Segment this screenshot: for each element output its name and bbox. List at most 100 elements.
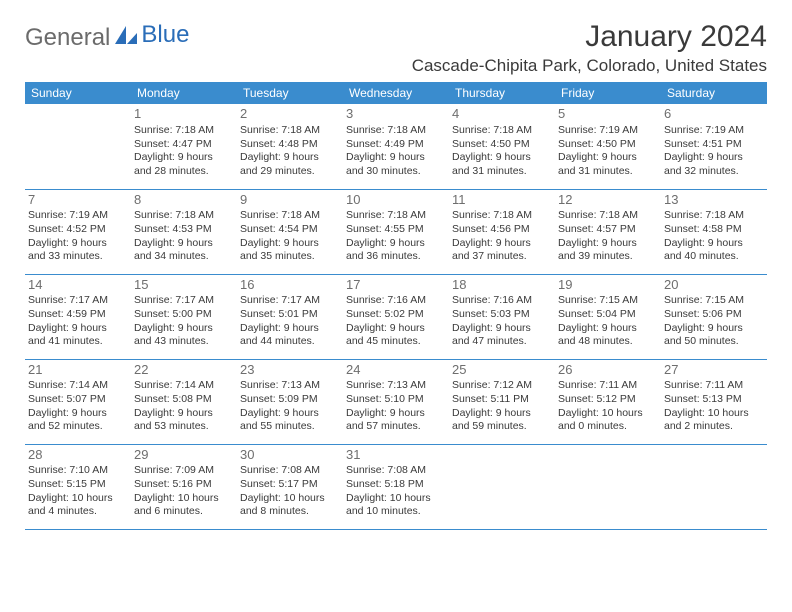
weekday-header: Sunday <box>25 82 131 104</box>
cell-text: Daylight: 9 hours <box>346 322 446 336</box>
calendar-cell: 24Sunrise: 7:13 AMSunset: 5:10 PMDayligh… <box>343 359 449 444</box>
calendar-cell: 19Sunrise: 7:15 AMSunset: 5:04 PMDayligh… <box>555 274 661 359</box>
day-number: 27 <box>664 362 764 379</box>
cell-text: and 10 minutes. <box>346 505 446 519</box>
day-number: 13 <box>664 192 764 209</box>
logo-sail-icon <box>115 25 137 53</box>
day-number: 21 <box>28 362 128 379</box>
cell-text: and 28 minutes. <box>134 165 234 179</box>
cell-text: Sunrise: 7:18 AM <box>346 124 446 138</box>
calendar-cell: 16Sunrise: 7:17 AMSunset: 5:01 PMDayligh… <box>237 274 343 359</box>
calendar-cell: 21Sunrise: 7:14 AMSunset: 5:07 PMDayligh… <box>25 359 131 444</box>
cell-text: and 2 minutes. <box>664 420 764 434</box>
cell-text: Sunrise: 7:16 AM <box>346 294 446 308</box>
day-number: 28 <box>28 447 128 464</box>
cell-text: Sunrise: 7:19 AM <box>28 209 128 223</box>
calendar-cell: 27Sunrise: 7:11 AMSunset: 5:13 PMDayligh… <box>661 359 767 444</box>
cell-text: Sunset: 4:53 PM <box>134 223 234 237</box>
cell-text: Sunrise: 7:14 AM <box>134 379 234 393</box>
calendar-head: SundayMondayTuesdayWednesdayThursdayFrid… <box>25 82 767 104</box>
cell-text: Daylight: 10 hours <box>134 492 234 506</box>
calendar-cell: 6Sunrise: 7:19 AMSunset: 4:51 PMDaylight… <box>661 104 767 189</box>
calendar-cell: 28Sunrise: 7:10 AMSunset: 5:15 PMDayligh… <box>25 444 131 529</box>
cell-text: and 8 minutes. <box>240 505 340 519</box>
cell-text: Sunrise: 7:13 AM <box>346 379 446 393</box>
cell-text: Daylight: 9 hours <box>452 237 552 251</box>
cell-text: Sunrise: 7:08 AM <box>346 464 446 478</box>
day-number: 4 <box>452 106 552 123</box>
cell-text: and 31 minutes. <box>558 165 658 179</box>
calendar-cell: 12Sunrise: 7:18 AMSunset: 4:57 PMDayligh… <box>555 189 661 274</box>
weekday-header: Saturday <box>661 82 767 104</box>
day-number: 18 <box>452 277 552 294</box>
cell-text: Sunset: 5:00 PM <box>134 308 234 322</box>
calendar-row: 28Sunrise: 7:10 AMSunset: 5:15 PMDayligh… <box>25 444 767 529</box>
cell-text: Sunrise: 7:18 AM <box>134 209 234 223</box>
weekday-header: Tuesday <box>237 82 343 104</box>
cell-text: Daylight: 9 hours <box>240 151 340 165</box>
cell-text: Sunset: 4:51 PM <box>664 138 764 152</box>
cell-text: Daylight: 9 hours <box>346 237 446 251</box>
calendar-cell: 31Sunrise: 7:08 AMSunset: 5:18 PMDayligh… <box>343 444 449 529</box>
day-number: 2 <box>240 106 340 123</box>
logo: General Blue <box>25 20 189 52</box>
day-number: 9 <box>240 192 340 209</box>
cell-text: and 53 minutes. <box>134 420 234 434</box>
cell-text: and 52 minutes. <box>28 420 128 434</box>
cell-text: Sunrise: 7:18 AM <box>134 124 234 138</box>
cell-text: and 29 minutes. <box>240 165 340 179</box>
calendar-body: 1Sunrise: 7:18 AMSunset: 4:47 PMDaylight… <box>25 104 767 529</box>
location: Cascade-Chipita Park, Colorado, United S… <box>412 56 767 76</box>
calendar-cell: 9Sunrise: 7:18 AMSunset: 4:54 PMDaylight… <box>237 189 343 274</box>
cell-text: Sunrise: 7:19 AM <box>664 124 764 138</box>
cell-text: Daylight: 9 hours <box>452 151 552 165</box>
cell-text: Sunset: 5:17 PM <box>240 478 340 492</box>
cell-text: Sunrise: 7:09 AM <box>134 464 234 478</box>
cell-text: Daylight: 9 hours <box>240 407 340 421</box>
cell-text: Sunset: 5:04 PM <box>558 308 658 322</box>
cell-text: Sunrise: 7:17 AM <box>240 294 340 308</box>
weekday-header: Thursday <box>449 82 555 104</box>
cell-text: Sunrise: 7:18 AM <box>452 124 552 138</box>
cell-text: and 33 minutes. <box>28 250 128 264</box>
cell-text: Daylight: 9 hours <box>240 237 340 251</box>
cell-text: Sunrise: 7:18 AM <box>240 124 340 138</box>
cell-text: Daylight: 9 hours <box>240 322 340 336</box>
logo-text-gray: General <box>25 24 110 52</box>
calendar-cell: 13Sunrise: 7:18 AMSunset: 4:58 PMDayligh… <box>661 189 767 274</box>
page: General Blue January 2024 Cascade-Chipit… <box>0 0 792 540</box>
calendar-cell <box>25 104 131 189</box>
cell-text: Daylight: 9 hours <box>134 237 234 251</box>
cell-text: and 48 minutes. <box>558 335 658 349</box>
calendar-cell: 2Sunrise: 7:18 AMSunset: 4:48 PMDaylight… <box>237 104 343 189</box>
cell-text: Sunrise: 7:11 AM <box>558 379 658 393</box>
cell-text: Sunset: 4:49 PM <box>346 138 446 152</box>
day-number: 10 <box>346 192 446 209</box>
calendar-cell: 29Sunrise: 7:09 AMSunset: 5:16 PMDayligh… <box>131 444 237 529</box>
cell-text: Sunset: 4:57 PM <box>558 223 658 237</box>
day-number: 6 <box>664 106 764 123</box>
cell-text: and 37 minutes. <box>452 250 552 264</box>
cell-text: Sunrise: 7:16 AM <box>452 294 552 308</box>
day-number: 22 <box>134 362 234 379</box>
cell-text: Daylight: 9 hours <box>558 151 658 165</box>
calendar-cell: 30Sunrise: 7:08 AMSunset: 5:17 PMDayligh… <box>237 444 343 529</box>
cell-text: and 35 minutes. <box>240 250 340 264</box>
day-number: 29 <box>134 447 234 464</box>
day-number: 31 <box>346 447 446 464</box>
calendar-cell: 4Sunrise: 7:18 AMSunset: 4:50 PMDaylight… <box>449 104 555 189</box>
cell-text: and 6 minutes. <box>134 505 234 519</box>
cell-text: Sunrise: 7:18 AM <box>240 209 340 223</box>
calendar-cell: 20Sunrise: 7:15 AMSunset: 5:06 PMDayligh… <box>661 274 767 359</box>
cell-text: and 57 minutes. <box>346 420 446 434</box>
day-number: 24 <box>346 362 446 379</box>
day-number: 8 <box>134 192 234 209</box>
cell-text: and 41 minutes. <box>28 335 128 349</box>
cell-text: Sunset: 5:01 PM <box>240 308 340 322</box>
cell-text: Sunrise: 7:11 AM <box>664 379 764 393</box>
cell-text: and 40 minutes. <box>664 250 764 264</box>
cell-text: Sunset: 5:13 PM <box>664 393 764 407</box>
calendar-cell: 8Sunrise: 7:18 AMSunset: 4:53 PMDaylight… <box>131 189 237 274</box>
cell-text: Daylight: 9 hours <box>664 322 764 336</box>
header: General Blue January 2024 Cascade-Chipit… <box>25 20 767 76</box>
